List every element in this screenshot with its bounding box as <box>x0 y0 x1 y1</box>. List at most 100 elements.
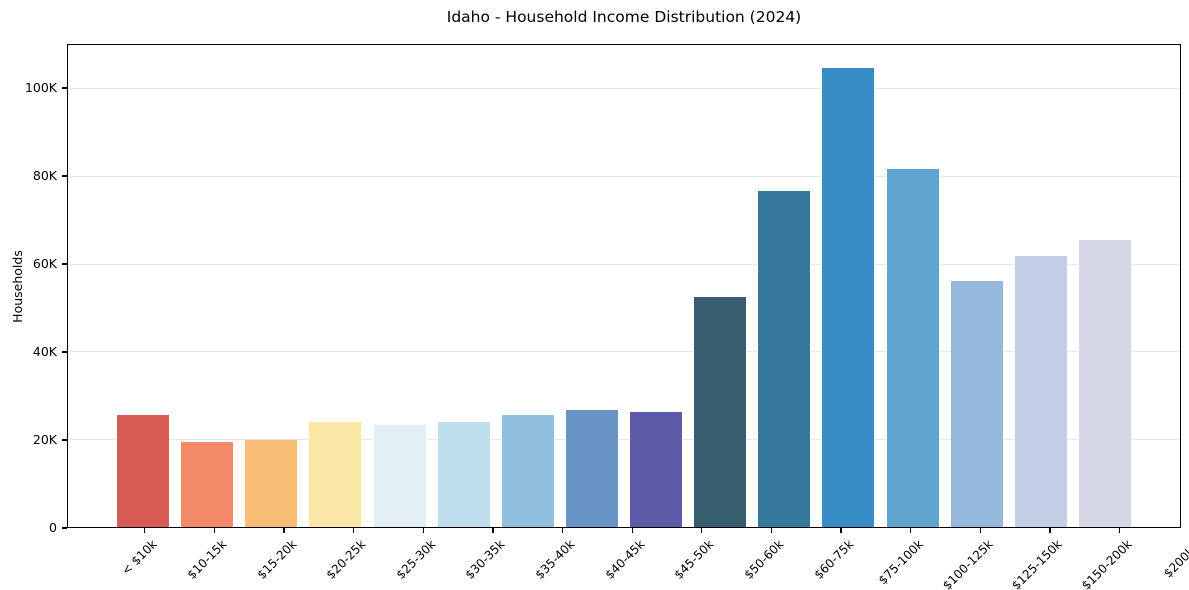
x-tick-label: < $10k <box>118 537 160 578</box>
y-axis-label-wrap: Households <box>0 44 34 528</box>
x-tick-label: $75-100k <box>875 537 926 588</box>
x-tick-slot: $15-20k <box>249 528 319 590</box>
x-tick-mark <box>144 528 146 533</box>
x-tick-mark <box>910 528 912 533</box>
x-tick-label: $25-30k <box>393 537 439 582</box>
bar-$60-75k <box>758 190 811 527</box>
x-tick-label: $30-35k <box>462 537 508 582</box>
bar-$100-125k <box>886 169 939 527</box>
x-tick-label: $50-60k <box>741 537 787 582</box>
x-tick-mark <box>840 528 842 533</box>
x-tick-mark <box>283 528 285 533</box>
x-tick-label: $200k+ <box>1160 537 1189 581</box>
x-tick-slot: $10-15k <box>180 528 250 590</box>
gridline-80K <box>68 175 1180 178</box>
bar-slot <box>175 45 239 527</box>
bar-slot <box>1009 45 1073 527</box>
bar-slot <box>881 45 945 527</box>
x-tick-mark <box>561 528 564 533</box>
gridline-60K <box>68 263 1180 265</box>
x-tick-mark <box>979 528 981 533</box>
y-tick-mark <box>62 527 67 529</box>
y-tick-label: 80K <box>32 168 57 183</box>
y-tick-label: 60K <box>32 256 57 271</box>
bar-$15-20k <box>245 440 298 527</box>
x-tick-slot: $150-200k <box>1079 528 1155 590</box>
x-tick-mark <box>770 528 773 533</box>
bar-slot <box>688 45 752 527</box>
y-tick-mark <box>62 263 67 265</box>
bars-container <box>68 45 1180 527</box>
x-tick-slot: $30-35k <box>458 528 528 590</box>
x-tick-label: $15-20k <box>254 537 299 582</box>
bar-$35-40k <box>501 414 554 527</box>
bar-$30-35k <box>437 421 490 527</box>
x-tick-slot: $40-45k <box>597 528 667 590</box>
bar-slot <box>816 45 880 527</box>
gridline-20K <box>68 438 1180 440</box>
x-tick-label: $35-40k <box>532 537 578 582</box>
x-tick-label: $125-150k <box>1009 537 1065 590</box>
x-tick-mark <box>353 528 355 533</box>
bar-slot <box>432 45 496 527</box>
y-tick-label: 20K <box>32 432 57 447</box>
y-tick-mark <box>62 351 67 353</box>
x-tick-slot: $200k+ <box>1154 528 1189 590</box>
bar-$50-60k <box>694 296 747 527</box>
y-tick-label: 40K <box>32 344 57 359</box>
x-tick-slot: $75-100k <box>875 528 946 590</box>
x-axis-ticks: < $10k $10-15k $15-20k $20-25k $25-30k $30-35… <box>67 528 1189 590</box>
x-tick-slot: $50-60k <box>737 528 807 590</box>
bar-$40-45k <box>565 410 618 527</box>
gridline-100K <box>68 88 1180 90</box>
chart-title: Idaho - Household Income Distribution (2… <box>446 8 802 26</box>
y-tick-mark <box>62 439 67 441</box>
x-tick-label: $60-75k <box>811 537 856 582</box>
bar-slot <box>496 45 560 527</box>
x-tick-slot: $100-125k <box>940 528 1016 590</box>
x-tick-slot: $35-40k <box>528 528 598 590</box>
bar-slot <box>111 45 175 527</box>
bar-$125-150k <box>950 281 1003 527</box>
x-tick-label: $20-25k <box>323 537 369 582</box>
x-tick-slot: $125-150k <box>1009 528 1085 590</box>
bar-< $10k <box>117 415 170 527</box>
x-tick-mark <box>1049 528 1051 533</box>
y-tick-label: 0 <box>49 520 57 535</box>
x-tick-label: $100-125k <box>939 537 996 590</box>
x-tick-mark <box>631 528 633 533</box>
x-tick-slot: < $10k <box>110 528 180 590</box>
x-tick-label: $10-15k <box>184 537 230 582</box>
x-tick-slot: $60-75k <box>806 528 876 590</box>
bar-slot <box>303 45 367 527</box>
x-tick-label: $150-200k <box>1078 537 1135 590</box>
bar-slot <box>1073 45 1137 527</box>
bar-slot <box>945 45 1009 527</box>
bar-slot <box>624 45 688 527</box>
x-tick-slot: $20-25k <box>319 528 389 590</box>
bar-slot <box>368 45 432 527</box>
y-tick-mark <box>62 175 67 177</box>
bar-$75-100k <box>822 67 875 527</box>
x-tick-mark <box>213 528 216 533</box>
x-tick-label: $40-45k <box>602 537 648 582</box>
gridline-40K <box>68 351 1180 353</box>
x-tick-mark <box>701 528 703 533</box>
plot-area <box>67 44 1181 528</box>
bar-slot <box>239 45 303 527</box>
x-tick-mark <box>422 528 424 533</box>
x-tick-label: $45-50k <box>671 537 717 582</box>
bar-$200k+ <box>1078 239 1131 527</box>
x-tick-slot: $45-50k <box>667 528 737 590</box>
x-tick-slot: $25-30k <box>389 528 459 590</box>
bar-$10-15k <box>181 442 234 527</box>
y-tick-mark <box>62 87 67 89</box>
bar-slot <box>560 45 624 527</box>
bar-$25-30k <box>373 425 426 527</box>
bar-$150-200k <box>1014 256 1067 527</box>
bar-slot <box>752 45 816 527</box>
x-tick-mark <box>492 528 494 533</box>
y-tick-label: 100K <box>24 80 57 95</box>
x-tick-mark <box>1118 528 1121 533</box>
